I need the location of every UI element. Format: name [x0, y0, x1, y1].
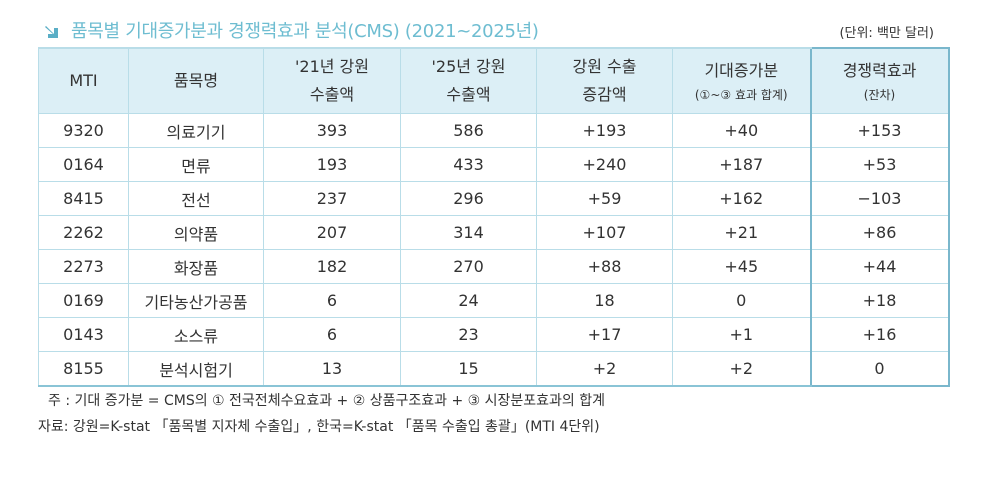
table-header-row: MTI 품목명 '21년 강원 수출액 '25년 강원 수출액 강원 수출 증감액 기…	[38, 47, 950, 114]
cell-competitiveness: +16	[809, 317, 950, 352]
table-source: 자료: 강원=K-stat 「품목별 지자체 수출입」, 한국=K-stat 「…	[38, 419, 600, 435]
cell-change: +107	[536, 215, 673, 250]
cell-exp25: 24	[400, 283, 537, 318]
cell-name: 의약품	[128, 215, 264, 250]
cell-exp25: 296	[400, 181, 537, 216]
cell-competitiveness: +86	[809, 215, 950, 250]
header-exp25: '25년 강원 수출액	[400, 47, 537, 114]
cell-exp21: 6	[263, 317, 401, 352]
cell-change: +240	[536, 147, 673, 182]
cell-exp25: 314	[400, 215, 537, 250]
cell-exp25: 23	[400, 317, 537, 352]
table-row: 0164 면류 193 433 +240 +187 +53	[38, 147, 950, 182]
cell-expected: +40	[672, 113, 811, 148]
cell-mti: 0143	[38, 317, 129, 352]
cell-competitiveness: −103	[809, 181, 950, 216]
table-row: 8155 분석시험기 13 15 +2 +2 0	[38, 351, 950, 387]
cell-expected: +45	[672, 249, 811, 284]
cell-expected: +1	[672, 317, 811, 352]
cell-name: 기타농산가공품	[128, 283, 264, 318]
cell-mti: 0164	[38, 147, 129, 182]
cell-exp21: 393	[263, 113, 401, 148]
cell-name: 소스류	[128, 317, 264, 352]
cell-exp25: 433	[400, 147, 537, 182]
cms-analysis-table: MTI 품목명 '21년 강원 수출액 '25년 강원 수출액 강원 수출 증감액 기…	[38, 47, 950, 387]
cell-exp21: 207	[263, 215, 401, 250]
header-mti: MTI	[38, 47, 129, 114]
cell-name: 화장품	[128, 249, 264, 284]
table-row: 2262 의약품 207 314 +107 +21 +86	[38, 215, 950, 250]
cell-mti: 8415	[38, 181, 129, 216]
cell-name: 전선	[128, 181, 264, 216]
cell-mti: 2273	[38, 249, 129, 284]
header-expected: 기대증가분 (①~③ 효과 합계)	[672, 47, 811, 114]
header-competitiveness: 경쟁력효과 (잔차)	[809, 47, 950, 114]
cell-name: 의료기기	[128, 113, 264, 148]
cell-expected: +187	[672, 147, 811, 182]
header-change: 강원 수출 증감액	[536, 47, 673, 114]
cell-change: +193	[536, 113, 673, 148]
cell-change: +2	[536, 351, 673, 387]
table-row: 9320 의료기기 393 586 +193 +40 +153	[38, 113, 950, 148]
cell-change: +59	[536, 181, 673, 216]
cell-change: +88	[536, 249, 673, 284]
cell-expected: +2	[672, 351, 811, 387]
cell-competitiveness: +44	[809, 249, 950, 284]
cell-competitiveness: 0	[809, 351, 950, 387]
table-row: 8415 전선 237 296 +59 +162 −103	[38, 181, 950, 216]
cell-expected: +21	[672, 215, 811, 250]
table-row: 0143 소스류 6 23 +17 +1 +16	[38, 317, 950, 352]
table-note: 주 : 기대 증가분 = CMS의 ① 전국전체수요효과 + ② 상품구조효과 …	[48, 393, 606, 409]
cell-expected: 0	[672, 283, 811, 318]
cell-competitiveness: +153	[809, 113, 950, 148]
cell-mti: 8155	[38, 351, 129, 387]
cell-exp25: 586	[400, 113, 537, 148]
cell-exp21: 13	[263, 351, 401, 387]
cell-change: +17	[536, 317, 673, 352]
unit-label: (단위: 백만 달러)	[839, 26, 934, 41]
cell-name: 분석시험기	[128, 351, 264, 387]
cell-exp21: 193	[263, 147, 401, 182]
header-exp21: '21년 강원 수출액	[263, 47, 401, 114]
cell-exp21: 182	[263, 249, 401, 284]
table-row: 0169 기타농산가공품 6 24 18 0 +18	[38, 283, 950, 318]
table-title-row: 품목별 기대증가분과 경쟁력효과 분석(CMS) (2021~2025년) (단…	[38, 14, 948, 46]
cell-mti: 9320	[38, 113, 129, 148]
cell-mti: 0169	[38, 283, 129, 318]
cell-competitiveness: +18	[809, 283, 950, 318]
cell-exp21: 237	[263, 181, 401, 216]
cell-mti: 2262	[38, 215, 129, 250]
arrow-down-right-icon	[45, 26, 58, 38]
table-row: 2273 화장품 182 270 +88 +45 +44	[38, 249, 950, 284]
cell-exp25: 270	[400, 249, 537, 284]
cell-competitiveness: +53	[809, 147, 950, 182]
cell-exp25: 15	[400, 351, 537, 387]
cell-change: 18	[536, 283, 673, 318]
cell-expected: +162	[672, 181, 811, 216]
header-name: 품목명	[128, 47, 264, 114]
table-title: 품목별 기대증가분과 경쟁력효과 분석(CMS) (2021~2025년)	[71, 21, 539, 42]
cell-name: 면류	[128, 147, 264, 182]
cell-exp21: 6	[263, 283, 401, 318]
